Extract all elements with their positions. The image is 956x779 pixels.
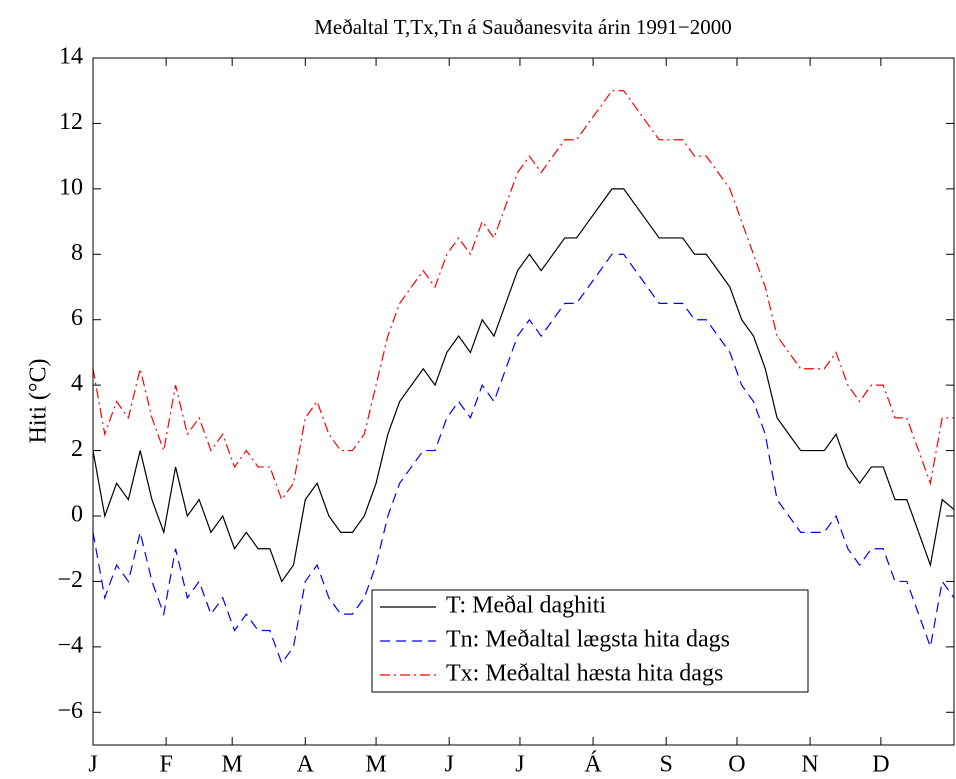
x-tick-label: M	[365, 752, 386, 778]
y-tick-label: 12	[59, 109, 83, 135]
y-tick-label: 4	[71, 371, 83, 397]
legend-label: Tn: Meðaltal lægsta hita dags	[446, 627, 730, 653]
y-axis-label: Hiti (°C)	[26, 359, 52, 444]
y-tick-label: 10	[59, 174, 83, 200]
x-tick-label: F	[159, 752, 172, 778]
x-tick-label: N	[801, 752, 818, 778]
series-line	[92, 90, 954, 501]
series-line	[92, 188, 955, 583]
x-tick-label: Á	[584, 752, 602, 778]
y-tick-label: 8	[71, 240, 83, 266]
plot-frame	[92, 57, 955, 746]
legend-label: T: Meðal daghiti	[446, 593, 606, 619]
x-tick-label: M	[222, 752, 243, 778]
legend-label: Tx: Meðaltal hæsta hita dags	[446, 661, 723, 687]
y-tick-label: −2	[57, 567, 83, 593]
series-line	[92, 253, 955, 665]
x-tick-label: A	[297, 752, 315, 778]
y-tick-label: −6	[57, 698, 83, 724]
y-tick-label: 2	[71, 436, 83, 462]
y-tick-label: 0	[71, 502, 83, 528]
x-tick-label: J	[88, 752, 97, 778]
x-tick-label: S	[660, 752, 673, 778]
x-tick-label: D	[872, 752, 889, 778]
legend-box	[371, 589, 809, 693]
chart-title: Meðaltal T,Tx,Tn á Sauðanesvita árin 199…	[314, 15, 732, 39]
y-tick-label: 14	[59, 44, 83, 70]
y-tick-label: −4	[57, 632, 83, 658]
x-tick-label: O	[728, 752, 745, 778]
y-tick-label: 6	[71, 305, 83, 331]
x-tick-label: J	[445, 752, 454, 778]
x-tick-label: J	[515, 752, 524, 778]
